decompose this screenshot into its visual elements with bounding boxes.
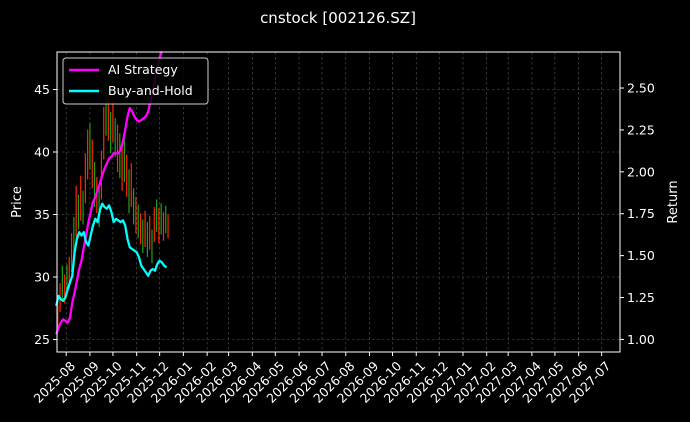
plot-frame — [56, 51, 621, 353]
y2-tick-label: 2.00 — [627, 164, 655, 179]
y2-tick-label: 1.25 — [627, 290, 655, 305]
y2-tick-label: 2.50 — [627, 81, 655, 96]
legend-label-ai-strategy: AI Strategy — [108, 62, 178, 77]
y2-tick-label: 1.75 — [627, 206, 655, 221]
y-tick-label: 45 — [34, 82, 50, 97]
legend-box — [62, 57, 209, 105]
chart-title: cnstock [002126.SZ] — [260, 9, 416, 27]
y2-tick-label: 2.25 — [627, 122, 655, 137]
y-tick-label: 35 — [34, 207, 50, 222]
y-tick-label: 30 — [34, 270, 50, 285]
legend: AI Strategy Buy-and-Hold — [62, 57, 209, 105]
series-lines — [55, 50, 168, 335]
y2-tick-label: 1.50 — [627, 248, 655, 263]
legend-label-buy-and-hold: Buy-and-Hold — [108, 83, 193, 98]
series-line-ai-strategy — [55, 50, 163, 335]
y2-axis-label: Return — [666, 180, 681, 223]
y-tick-label: 40 — [34, 145, 50, 160]
series-line-buy-and-hold — [55, 202, 168, 307]
y-axis-label: Price — [10, 186, 25, 218]
right-axis-ticks: 1.00 1.25 1.50 1.75 2.00 2.25 2.50 — [620, 81, 655, 347]
left-axis-ticks: 25 30 35 40 45 — [34, 82, 57, 347]
y2-tick-label: 1.00 — [627, 332, 655, 347]
x-axis-ticks: 2025-082025-092025-102025-112025-122026-… — [31, 352, 614, 406]
y-tick-label: 25 — [34, 332, 50, 347]
